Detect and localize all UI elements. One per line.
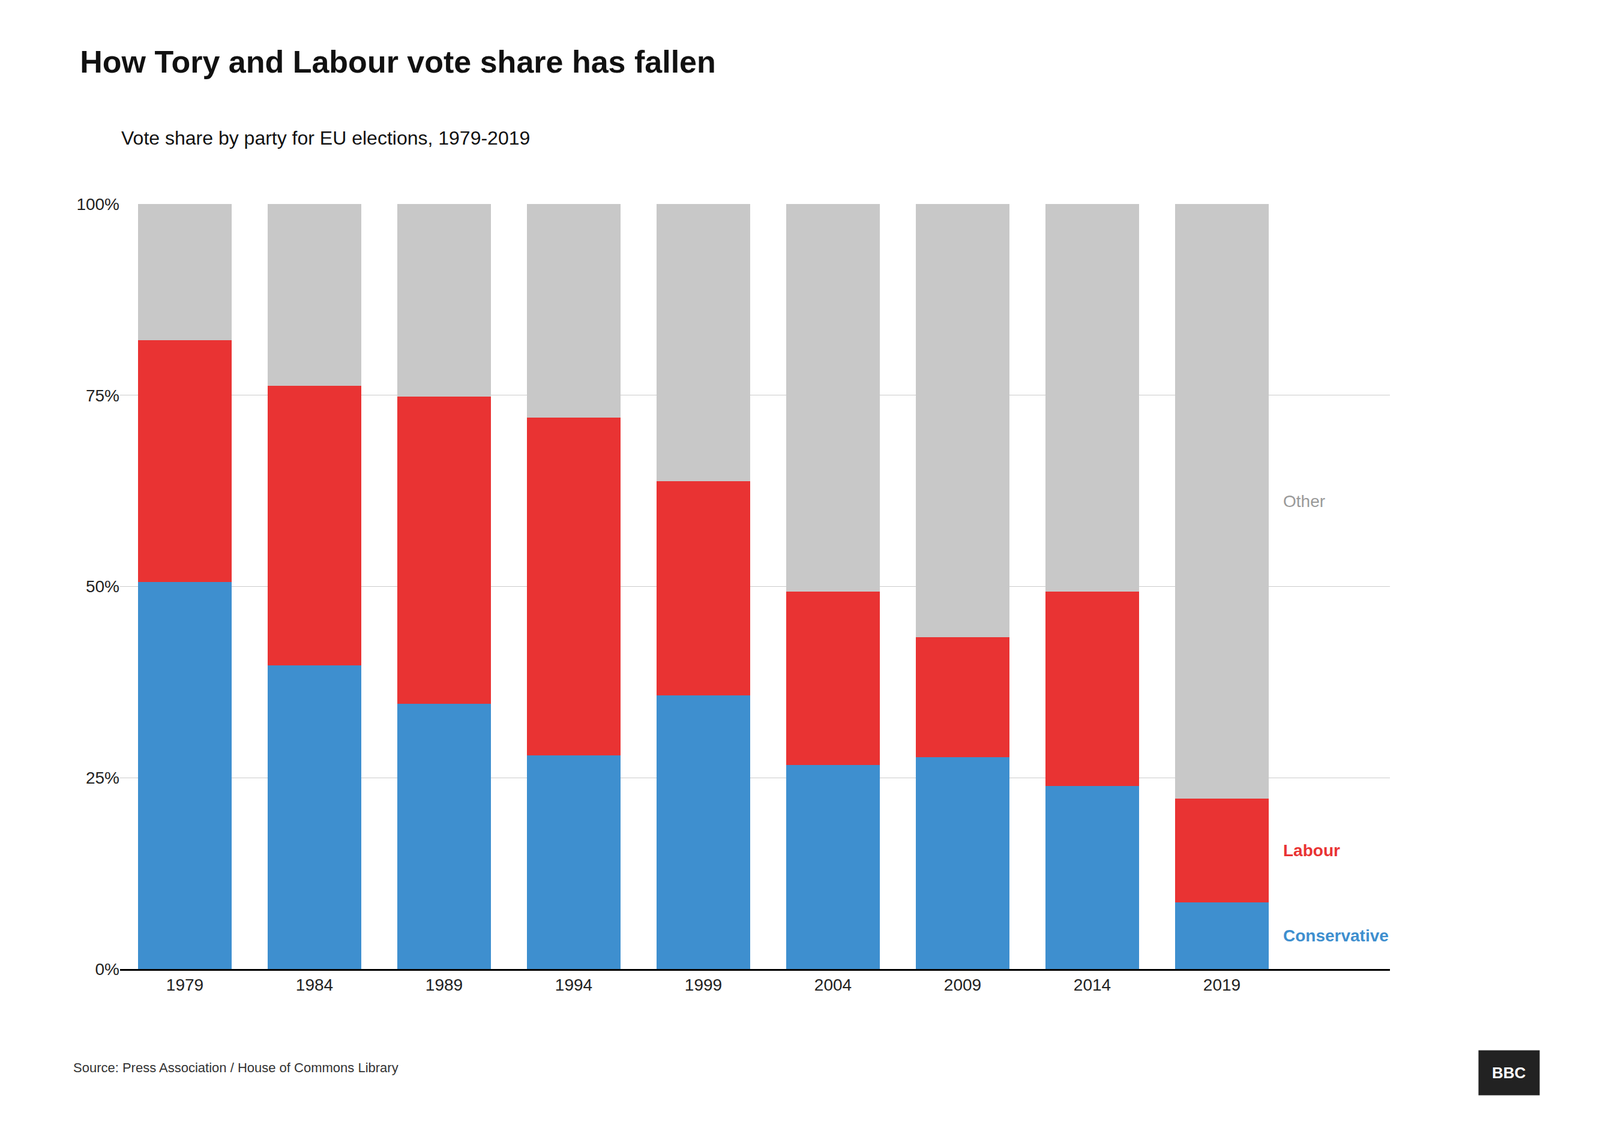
svg-text:2009: 2009 [944, 975, 982, 995]
svg-text:1999: 1999 [684, 975, 722, 995]
svg-text:1979: 1979 [166, 975, 204, 995]
svg-text:2019: 2019 [1203, 975, 1241, 995]
svg-text:2004: 2004 [814, 975, 852, 995]
svg-text:Other: Other [1283, 492, 1326, 511]
svg-text:1989: 1989 [425, 975, 463, 995]
svg-text:Conservative: Conservative [1283, 926, 1389, 946]
svg-text:50%: 50% [85, 577, 120, 596]
svg-text:Vote share by party for EU ele: Vote share by party for EU elections, 19… [121, 127, 530, 149]
svg-text:0%: 0% [95, 960, 120, 979]
svg-text:75%: 75% [85, 386, 120, 406]
svg-text:Source: Press Association / Ho: Source: Press Association / House of Com… [73, 1060, 399, 1076]
svg-text:BBC: BBC [1491, 1064, 1527, 1083]
svg-text:1994: 1994 [555, 975, 593, 995]
svg-text:Labour: Labour [1283, 841, 1341, 861]
svg-text:100%: 100% [76, 195, 120, 214]
svg-text:1984: 1984 [295, 975, 334, 995]
svg-text:25%: 25% [85, 768, 120, 788]
svg-text:How Tory and Labour vote share: How Tory and Labour vote share has falle… [79, 44, 716, 80]
svg-text:2014: 2014 [1073, 975, 1111, 995]
